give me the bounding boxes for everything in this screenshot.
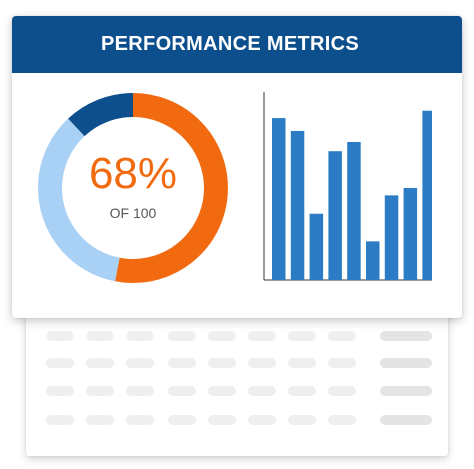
placeholder-cell xyxy=(208,331,236,341)
placeholder-cell-wide xyxy=(380,331,432,341)
bar-3 xyxy=(309,213,324,280)
placeholder-cell xyxy=(86,358,114,368)
bar-8 xyxy=(403,188,418,280)
placeholder-cell xyxy=(208,415,236,425)
placeholder-cell-wide xyxy=(380,386,432,396)
placeholder-cell xyxy=(86,331,114,341)
placeholder-cell xyxy=(248,415,276,425)
placeholder-cell xyxy=(86,415,114,425)
placeholder-row xyxy=(26,415,448,425)
placeholder-cell xyxy=(46,386,74,396)
placeholder-cell xyxy=(126,358,154,368)
placeholder-cell xyxy=(328,386,356,396)
placeholder-cell xyxy=(288,331,316,341)
donut-chart: 68% OF 100 xyxy=(38,93,228,283)
placeholder-row xyxy=(26,331,448,341)
donut-ring xyxy=(38,93,228,283)
placeholder-cell xyxy=(168,331,196,341)
placeholder-cell xyxy=(86,386,114,396)
bar-7 xyxy=(384,195,399,280)
placeholder-cell xyxy=(288,386,316,396)
donut-segment-3 xyxy=(38,93,228,283)
placeholder-cell xyxy=(126,415,154,425)
placeholder-cell xyxy=(46,415,74,425)
donut-value: 68% xyxy=(88,149,178,198)
placeholder-cell xyxy=(288,415,316,425)
placeholder-cell xyxy=(168,386,196,396)
bar-5 xyxy=(347,142,361,280)
placeholder-cell-wide xyxy=(380,415,432,425)
placeholder-cell-wide xyxy=(380,358,432,368)
bar-6 xyxy=(366,241,380,280)
placeholder-row xyxy=(26,358,448,368)
placeholder-cell xyxy=(168,415,196,425)
donut-segment-2 xyxy=(38,93,228,283)
placeholder-cell xyxy=(126,331,154,341)
bar-9 xyxy=(422,110,436,280)
card-header: PERFORMANCE METRICS xyxy=(12,16,462,73)
placeholder-row xyxy=(26,386,448,396)
performance-card: PERFORMANCE METRICS 68% OF 100 xyxy=(12,16,462,318)
bar-1 xyxy=(272,118,286,280)
background-data-card xyxy=(26,300,448,456)
placeholder-cell xyxy=(126,386,154,396)
bar-4 xyxy=(328,151,342,280)
placeholder-cell xyxy=(208,358,236,368)
bar-2 xyxy=(290,130,305,280)
placeholder-cell xyxy=(46,331,74,341)
bar-chart-svg xyxy=(263,92,436,281)
placeholder-cell xyxy=(248,386,276,396)
placeholder-cell xyxy=(248,358,276,368)
placeholder-cell xyxy=(328,358,356,368)
bar-chart xyxy=(250,92,436,282)
placeholder-cell xyxy=(288,358,316,368)
placeholder-cell xyxy=(168,358,196,368)
placeholder-cell xyxy=(328,415,356,425)
placeholder-cell xyxy=(208,386,236,396)
placeholder-cell xyxy=(46,358,74,368)
donut-sublabel: OF 100 xyxy=(109,205,157,221)
placeholder-cell xyxy=(248,331,276,341)
card-title: PERFORMANCE METRICS xyxy=(101,33,359,55)
placeholder-cell xyxy=(328,331,356,341)
